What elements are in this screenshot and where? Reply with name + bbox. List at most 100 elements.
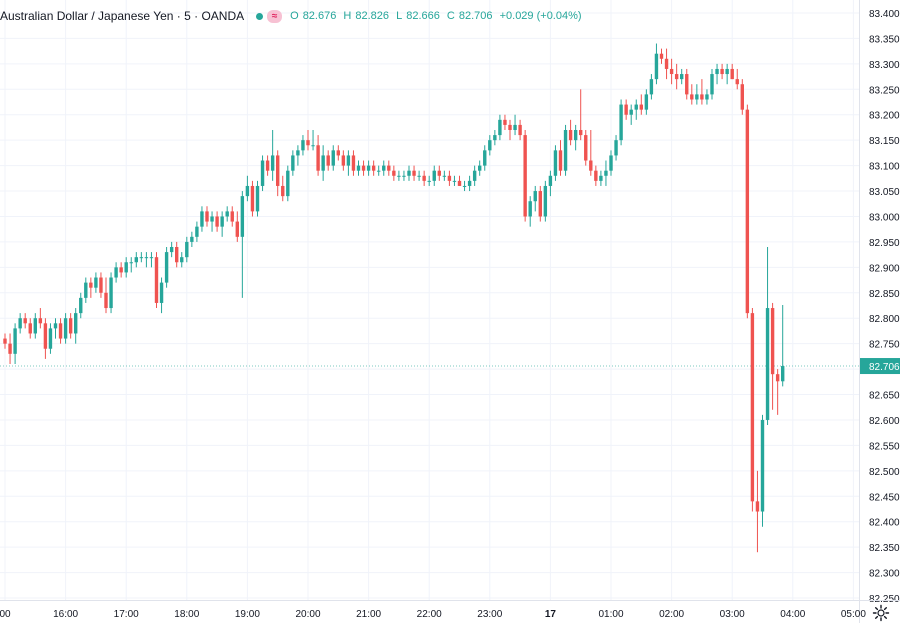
candle	[109, 272, 112, 313]
high-label: H	[343, 10, 351, 22]
candle-body	[13, 328, 16, 353]
candle-body	[24, 318, 27, 323]
candle	[614, 135, 617, 160]
y-tick-label: 82.400	[869, 518, 900, 529]
candle-body	[130, 262, 133, 263]
x-tick-label: 16:00	[53, 609, 78, 620]
candle-body	[3, 339, 6, 344]
candle	[236, 211, 239, 242]
y-tick-label: 83.250	[869, 85, 900, 96]
candle-body	[771, 308, 774, 374]
grid	[0, 0, 859, 600]
x-tick-label: 17:00	[114, 609, 139, 620]
candle-body	[39, 318, 42, 323]
candle	[74, 308, 77, 344]
y-tick-label: 82.900	[869, 263, 900, 274]
candle-body	[347, 155, 350, 165]
candle	[640, 94, 643, 114]
candle	[372, 161, 375, 176]
candle	[180, 252, 183, 267]
candle-body	[387, 166, 390, 171]
candle	[352, 150, 355, 175]
candle	[559, 140, 562, 176]
candle	[397, 171, 400, 181]
candle	[594, 166, 597, 186]
candle-body	[624, 105, 627, 115]
x-tick-label: 00	[0, 609, 11, 620]
candle-body	[342, 155, 345, 165]
candle-body	[104, 293, 107, 308]
candle-body	[135, 257, 138, 262]
settings-gear-icon[interactable]	[872, 604, 890, 622]
candle-body	[165, 252, 168, 283]
y-tick-label: 82.550	[869, 441, 900, 452]
candle-body	[296, 150, 299, 155]
y-tick-label: 82.450	[869, 492, 900, 503]
y-tick-label: 82.500	[869, 467, 900, 478]
candle	[286, 166, 289, 202]
candle-body	[751, 313, 754, 501]
candle	[609, 150, 612, 175]
candle-body	[412, 171, 415, 176]
x-tick-label: 02:00	[659, 609, 684, 620]
candle-body	[160, 283, 163, 303]
candle-body	[614, 140, 617, 155]
candle-body	[125, 262, 128, 272]
candle-body	[630, 110, 633, 115]
candle-body	[332, 150, 335, 165]
candle-body	[337, 150, 340, 155]
candle	[79, 293, 82, 318]
candle	[99, 272, 102, 297]
candle	[564, 125, 567, 176]
x-tick-label: 23:00	[477, 609, 502, 620]
candle	[776, 369, 779, 415]
candle	[291, 150, 294, 175]
wave-badge-icon[interactable]: ≈	[267, 10, 282, 23]
candle	[256, 181, 259, 217]
candle	[680, 69, 683, 84]
candle-body	[695, 94, 698, 99]
candle	[140, 252, 143, 262]
candle-body	[372, 166, 375, 171]
candle-body	[251, 186, 254, 211]
candle-body	[640, 105, 643, 110]
price-axis[interactable]: 83.40083.35083.30083.25083.20083.15083.1…	[860, 0, 900, 623]
candle	[710, 69, 713, 100]
y-tick-label: 83.150	[869, 136, 900, 147]
candle-body	[660, 54, 663, 59]
candle-body	[690, 94, 693, 99]
close-value: 82.706	[459, 10, 493, 22]
x-tick-label: 04:00	[780, 609, 805, 620]
candle-body	[746, 110, 749, 313]
candle	[741, 79, 744, 115]
candle-body	[508, 125, 511, 130]
candle-body	[327, 155, 330, 165]
candle-body	[529, 201, 532, 216]
candle	[392, 166, 395, 181]
symbol-legend[interactable]: Australian Dollar / Japanese Yen · 5 · O…	[0, 5, 586, 27]
candle	[549, 171, 552, 196]
candle-body	[544, 186, 547, 217]
candle	[761, 415, 764, 527]
candle	[422, 171, 425, 186]
candle	[94, 272, 97, 292]
candle-body	[195, 227, 198, 237]
candle	[215, 211, 218, 231]
candle	[220, 211, 223, 236]
candle-body	[311, 145, 314, 146]
change-value: +0.029 (+0.04%)	[500, 10, 582, 22]
candle	[635, 99, 638, 119]
candle	[276, 150, 279, 196]
symbol-title[interactable]: Australian Dollar / Japanese Yen · 5 · O…	[0, 9, 244, 23]
candle-body	[210, 216, 213, 221]
candle	[104, 278, 107, 314]
candle	[195, 222, 198, 242]
x-tick-label: 05:00	[841, 609, 866, 620]
candle-body	[539, 191, 542, 216]
candle	[428, 176, 431, 186]
candle-body	[665, 59, 668, 69]
